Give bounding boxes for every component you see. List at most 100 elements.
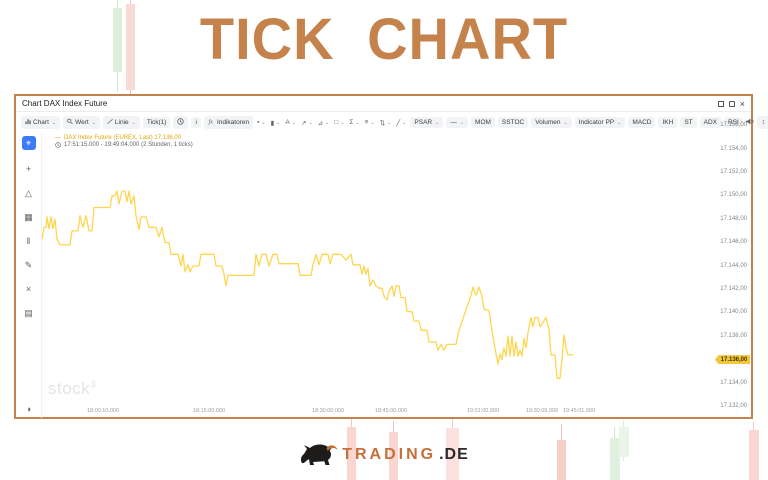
bar-icon[interactable]: ▮ ⌄ <box>270 119 281 127</box>
chart-plot[interactable]: — DAX Index Future (EUREX, Last) 17.136,… <box>42 133 711 405</box>
legend-series: — DAX Index Future (EUREX, Last) 17.136,… <box>55 135 193 141</box>
speaker-off-icon[interactable] <box>745 118 754 127</box>
toolbar-item-clock-icon[interactable] <box>173 116 189 129</box>
indicator--[interactable]: — ⌄ <box>446 117 469 128</box>
chevron-down-icon: ⌄ <box>51 119 57 126</box>
sum-tool-icon[interactable]: Σ ⌄ <box>349 119 360 126</box>
toolbar-right: ↕ $ Trade ◂ <box>756 116 768 129</box>
legend-range: 17:51:15.000 - 19:49:04.000 (2 Stunden, … <box>55 142 193 148</box>
draw-tool-icon[interactable]: ✎ <box>24 260 33 270</box>
rectangle-tool-icon[interactable]: □ ⌄ <box>334 119 345 126</box>
fx-icon: fx <box>208 118 215 127</box>
indicator-st[interactable]: ST <box>680 117 697 128</box>
chart-window: Chart DAX Index Future × Chart ⌄ Wert ⌄ Lini… <box>14 94 768 419</box>
time-axis-label: 18:15:00.000 <box>192 408 226 414</box>
legend-dash: — <box>55 135 61 141</box>
chevron-down-icon: ⌄ <box>563 119 568 126</box>
toolbar-item-linie[interactable]: Linie ⌄ <box>102 116 140 129</box>
indicator-volumen[interactable]: Volumen ⌄ <box>531 117 572 128</box>
trend-line-icon <box>107 118 113 127</box>
legend-series-label: DAX Index Future (EUREX, Last) 17.136,00 <box>64 135 182 141</box>
tick-line-svg <box>42 190 574 379</box>
maximize-icon[interactable] <box>717 100 724 107</box>
chevron-down-icon: ⌄ <box>387 119 392 126</box>
indicator-sstoc[interactable]: SSTOC <box>497 117 529 128</box>
price-axis-label: 17.142,00 <box>720 285 747 292</box>
indicator-rsi[interactable]: RSI <box>724 117 743 128</box>
crosshair-tool-icon[interactable]: + <box>25 164 32 174</box>
price-axis-label: 17.140,00 <box>720 309 747 316</box>
toolbar-item-indikatoren[interactable]: fx Indikatoren <box>203 116 254 129</box>
toolbar: Chart ⌄ Wert ⌄ Linie ⌄ Tick(1) i fx Indikatoren ▪ ⌄… <box>16 112 768 133</box>
price-axis-label: 17.146,00 <box>720 239 747 246</box>
grid-tool-icon[interactable]: ▦ <box>24 212 33 222</box>
delete-tool-icon[interactable]: × <box>25 284 32 294</box>
chevron-down-icon: ⌄ <box>340 119 345 126</box>
price-axis-label: 17.152,00 <box>720 168 747 175</box>
list-tool-icon[interactable]: ▤ <box>24 308 33 318</box>
chevron-down-icon: ⌄ <box>370 119 375 126</box>
toolbar-left: Chart ⌄ Wert ⌄ Linie ⌄ Tick(1) i fx Indikatoren ▪ ⌄… <box>21 116 754 129</box>
chevron-down-icon: ⌄ <box>308 119 313 126</box>
indicator-ikh[interactable]: IKH <box>658 117 678 128</box>
angle-tool-icon[interactable]: ⊿ ⌄ <box>317 119 330 127</box>
window-title: Chart DAX Index Future <box>22 99 108 108</box>
indicator-psar[interactable]: PSAR ⌄ <box>410 117 444 128</box>
marker-icon[interactable]: ▪ ⌄ <box>257 119 266 126</box>
pointer-tool-icon[interactable]: ⌖ <box>21 136 36 150</box>
price-axis-label: 17.148,00 <box>720 215 747 222</box>
plot-wrap: — DAX Index Future (EUREX, Last) 17.136,… <box>42 133 711 418</box>
close-icon[interactable]: × <box>739 98 745 109</box>
text-tool-icon[interactable]: A ⌄ <box>285 119 296 126</box>
price-axis[interactable]: 17.136,00 17.156,00 17.154,00 17.152,00 17.… <box>711 122 751 418</box>
toolbar-item-wert[interactable]: Wert ⌄ <box>63 116 100 129</box>
footer-brand: TRADING .DE <box>0 442 768 468</box>
chevron-down-icon: ⌄ <box>617 119 622 126</box>
drawing-toolbar: ⌖ + △ ▦ ‖ ✎ × ▤ ◑ <box>16 133 42 418</box>
clock-icon <box>55 142 61 148</box>
sort-tool-icon[interactable]: ⇅ ⌄ <box>379 119 392 127</box>
indicator-macd[interactable]: MACD <box>628 117 656 128</box>
price-axis-label: 17.156,00 <box>720 122 747 129</box>
columns-tool-icon[interactable]: ‖ <box>26 236 31 246</box>
chevron-down-icon: ⌄ <box>355 119 360 126</box>
triangle-tool-icon[interactable]: △ <box>25 188 32 198</box>
tick-line <box>42 190 574 379</box>
trend-arrow-icon[interactable]: ↗ ⌄ <box>300 119 313 127</box>
chart-legend: — DAX Index Future (EUREX, Last) 17.136,… <box>55 135 193 148</box>
price-axis-label: 17.144,00 <box>720 262 747 269</box>
pen-tool-icon[interactable]: ╱ ⌄ <box>396 119 407 127</box>
chevron-down-icon: ⌄ <box>435 119 440 126</box>
price-axis-label: 17.132,00 <box>720 402 747 409</box>
window-titlebar: Chart DAX Index Future × <box>16 96 751 112</box>
price-axis-label: 17.150,00 <box>720 192 747 199</box>
indicator-mom[interactable]: MOM <box>471 117 495 128</box>
indicator-indicator-pp[interactable]: Indicator PP ⌄ <box>574 117 626 128</box>
brand-de: .DE <box>439 446 469 463</box>
bull-logo <box>301 444 338 465</box>
chevron-down-icon: ⌄ <box>91 119 96 126</box>
time-axis[interactable]: 18:00:10.000 18:15:00.000 18:30:00.000 18:4… <box>42 405 711 418</box>
time-axis-label: 19:01:00.000 <box>466 408 500 414</box>
panel-toggle-icon[interactable]: ↕ <box>756 116 768 129</box>
chevron-down-icon: ⌄ <box>402 119 407 126</box>
chart-main: ⌖ + △ ▦ ‖ ✎ × ▤ ◑ — DAX Index Future (EUREX, Las… <box>16 122 751 418</box>
search-icon <box>67 118 73 127</box>
toolbar-item-chart[interactable]: Chart ⌄ <box>21 116 61 129</box>
legend-range-label: 17:51:15.000 - 19:49:04.000 (2 Stunden, … <box>64 142 193 148</box>
popout-icon[interactable] <box>728 100 735 107</box>
theme-toggle-icon[interactable]: ◑ <box>25 404 32 414</box>
lines-tool-icon[interactable]: ≡ ⌄ <box>364 119 375 126</box>
chevron-down-icon: ⌄ <box>131 119 136 126</box>
page-title: TICK CHART <box>199 5 569 72</box>
chevron-down-icon: ⌄ <box>325 119 330 126</box>
chevron-down-icon: ⌄ <box>261 119 266 126</box>
current-price-tag: 17.136,00 <box>715 355 750 365</box>
toolbar-item-i[interactable]: i <box>191 117 201 128</box>
indicator-adx[interactable]: ADX <box>699 117 721 128</box>
time-axis-label: 19:30:09.000 <box>525 408 559 414</box>
time-axis-label: 18:30:00.000 <box>311 408 345 414</box>
toolbar-item-tick-1-[interactable]: Tick(1) <box>142 117 171 128</box>
chevron-down-icon: ⌄ <box>276 119 281 126</box>
